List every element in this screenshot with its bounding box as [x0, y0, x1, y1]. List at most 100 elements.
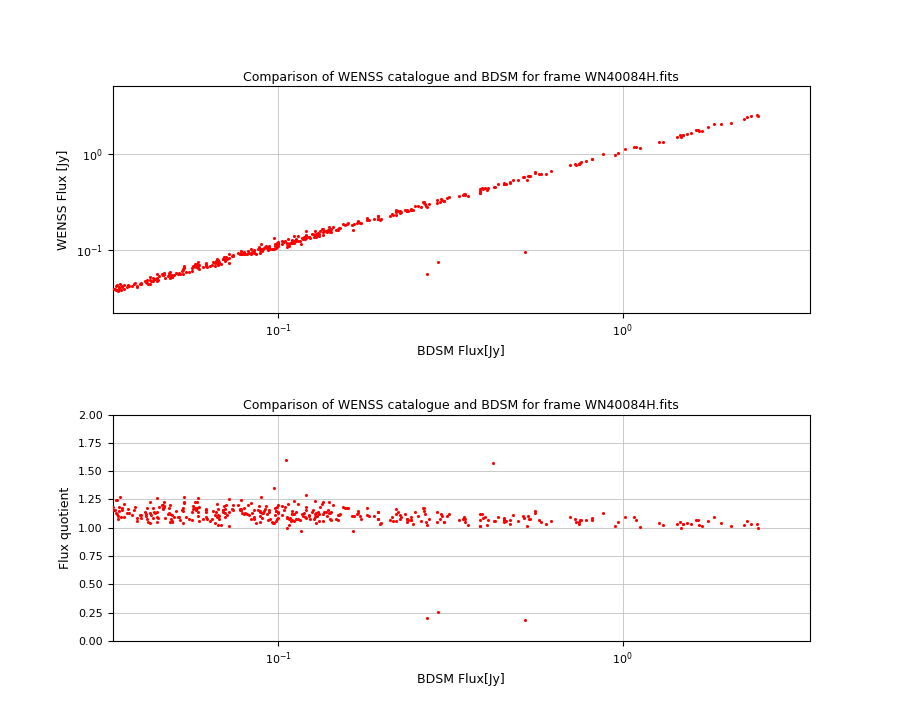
Point [163, 509, 177, 521]
Point [143, 271, 157, 282]
Point [251, 504, 266, 516]
Point [253, 510, 267, 521]
Point [234, 245, 248, 256]
Point [321, 507, 336, 518]
Point [234, 494, 248, 505]
Point [176, 260, 191, 271]
Point [253, 505, 267, 517]
Point [418, 502, 432, 513]
Point [285, 235, 300, 247]
Point [140, 503, 154, 514]
Point [302, 231, 316, 243]
Point [458, 513, 473, 525]
Point [330, 514, 345, 526]
Point [400, 205, 414, 217]
Point [280, 511, 294, 523]
Point [110, 284, 124, 295]
Point [156, 270, 170, 282]
Point [310, 510, 324, 522]
Point [278, 454, 293, 466]
Point [478, 182, 492, 194]
Point [374, 517, 388, 528]
Point [163, 266, 177, 278]
Point [673, 130, 688, 141]
Point [285, 514, 300, 526]
Point [305, 229, 320, 240]
Point [188, 261, 202, 272]
Point [184, 262, 199, 274]
Point [254, 238, 268, 250]
Point [299, 512, 313, 523]
Point [196, 261, 211, 273]
Point [150, 274, 165, 285]
Point [248, 247, 262, 258]
Point [218, 253, 232, 265]
Point [265, 243, 279, 255]
Point [511, 516, 526, 527]
Point [255, 508, 269, 519]
Point [256, 505, 271, 517]
Point [684, 127, 698, 139]
Point [320, 226, 334, 238]
Point [321, 225, 336, 236]
Point [128, 277, 142, 289]
Point [326, 499, 340, 510]
Point [629, 141, 643, 153]
Point [305, 228, 320, 240]
Point [701, 122, 716, 133]
Point [262, 240, 276, 252]
Point [282, 513, 296, 525]
Point [112, 501, 126, 513]
Point [302, 510, 316, 521]
Point [472, 186, 487, 198]
Point [200, 261, 214, 272]
Point [572, 514, 587, 526]
Point [212, 510, 226, 522]
Point [323, 226, 338, 238]
Point [315, 498, 329, 510]
Point [572, 516, 586, 528]
Point [291, 499, 305, 510]
Point [324, 506, 338, 518]
Point [332, 509, 347, 521]
Point [286, 235, 301, 246]
Point [332, 508, 347, 520]
Point [351, 217, 365, 228]
Point [491, 511, 506, 523]
Point [491, 179, 506, 190]
Point [172, 268, 186, 279]
Point [214, 519, 229, 531]
Point [247, 245, 261, 256]
Point [269, 238, 284, 249]
Point [523, 513, 537, 525]
Point [218, 253, 232, 264]
Point [108, 504, 122, 516]
Point [267, 510, 282, 521]
Point [143, 278, 157, 289]
Point [110, 279, 124, 291]
Point [187, 258, 202, 270]
Point [151, 270, 166, 282]
Point [626, 511, 641, 523]
Point [177, 497, 192, 508]
Point [172, 511, 186, 523]
Point [434, 508, 448, 520]
Point [240, 245, 255, 256]
Point [191, 262, 205, 274]
Point [210, 253, 224, 265]
Point [176, 502, 190, 513]
Point [321, 496, 336, 508]
Point [391, 507, 405, 518]
Point [144, 275, 158, 287]
Point [608, 149, 622, 161]
Point [177, 261, 192, 273]
Point [618, 143, 633, 155]
Point [724, 117, 738, 129]
Point [400, 204, 415, 216]
Point [139, 276, 153, 287]
Point [308, 512, 322, 523]
Point [121, 503, 135, 515]
Point [655, 520, 670, 531]
Point [336, 219, 350, 230]
Point [418, 197, 432, 208]
